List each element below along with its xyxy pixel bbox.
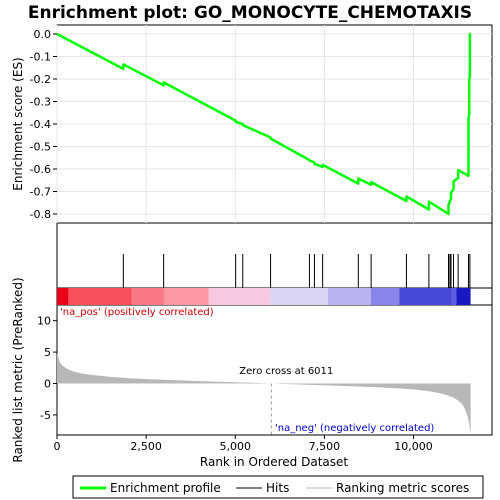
colorbar-segment (456, 288, 471, 305)
es-y-tick-label: -0.7 (30, 186, 51, 199)
es-y-tick-label: -0.2 (30, 73, 51, 86)
es-y-tick-label: 0.0 (34, 28, 52, 41)
colorbar (57, 288, 471, 305)
zero-cross-label: Zero cross at 6011 (239, 366, 333, 377)
es-line-group (56, 32, 472, 216)
hits-panel-frame (56, 222, 493, 289)
x-tick-label: 0 (54, 440, 61, 453)
colorbar-segment (131, 288, 164, 305)
negative-correlation-label: 'na_neg' (negatively correlated) (275, 423, 434, 434)
es-gridlines (56, 25, 492, 223)
legend-label-enrichment: Enrichment profile (110, 481, 221, 495)
es-y-axis-label: Enrichment score (ES) (11, 57, 25, 190)
legend-label-hits: Hits (266, 481, 289, 495)
es-y-tick-label: -0.1 (30, 51, 51, 64)
es-y-tick-label: -0.6 (30, 163, 51, 176)
es-y-tick-label: -0.3 (30, 96, 51, 109)
colorbar-segment (68, 288, 132, 305)
legend: Enrichment profile Hits Ranking metric s… (72, 475, 484, 499)
es-y-tick-label: -0.8 (30, 208, 51, 221)
colorbar-segment (163, 288, 209, 305)
metric-y-axis-label: Ranked list metric (PreRanked) (11, 277, 25, 462)
chart-title: Enrichment plot: GO_MONOCYTE_CHEMOTAXIS (28, 3, 472, 23)
metric-y-tick-label: 10 (37, 315, 51, 328)
legend-label-metric: Ranking metric scores (336, 481, 469, 495)
x-tick-label: 7,500 (309, 440, 341, 453)
es-y-axis: 0.0 -0.1 -0.2 -0.3 -0.4 -0.5 -0.6 -0.7 -0.8 (30, 28, 57, 221)
positive-correlation-label: 'na_pos' (positively correlated) (60, 307, 214, 318)
colorbar-segment (208, 288, 271, 305)
metric-y-axis: 10 5 0 -5 (37, 315, 57, 422)
x-axis: 0 2,500 5,000 7,500 10,000 (54, 435, 433, 453)
es-y-tick-label: -0.4 (30, 118, 51, 131)
colorbar-segment (57, 288, 69, 305)
enrichment-profile-line (56, 32, 472, 216)
colorbar-segment (399, 288, 451, 305)
metric-y-tick-label: 5 (44, 346, 51, 359)
x-tick-label: 5,000 (220, 440, 252, 453)
colorbar-segment (450, 288, 457, 305)
x-axis-label: Rank in Ordered Dataset (200, 455, 348, 469)
colorbar-segment (270, 288, 328, 305)
x-tick-label: 2,500 (130, 440, 162, 453)
hit-marks (122, 254, 471, 288)
metric-area-group (57, 353, 471, 435)
legend-box (72, 475, 484, 499)
colorbar-segment (370, 288, 400, 305)
es-y-tick-label: -0.5 (30, 141, 51, 154)
metric-y-tick-label: -5 (40, 409, 51, 422)
x-tick-label: 10,000 (394, 440, 433, 453)
metric-y-tick-label: 0 (44, 378, 51, 391)
colorbar-segment (327, 288, 371, 305)
